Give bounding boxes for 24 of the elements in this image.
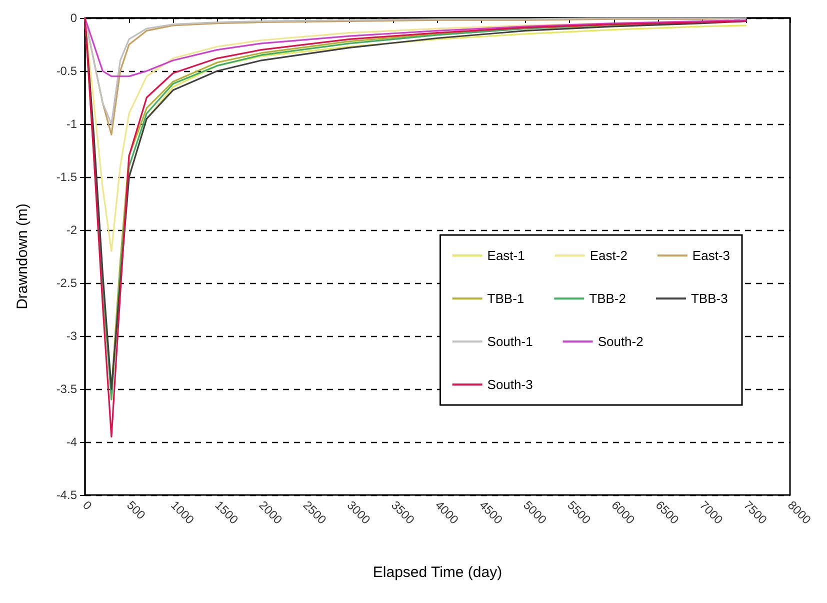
y-tick-label: -2 — [66, 223, 78, 237]
legend-label: TBB-3 — [690, 291, 728, 306]
x-tick-label: 0 — [80, 498, 95, 513]
legend-label: South-1 — [487, 334, 533, 349]
y-axis-title: Drawndown (m) — [14, 204, 31, 310]
legend-label: South-2 — [598, 334, 644, 349]
y-tick-label: -3 — [66, 329, 78, 343]
legend-label: TBB-1 — [487, 291, 524, 306]
y-tick-label: -1.5 — [56, 170, 78, 184]
y-tick-label: -4 — [66, 435, 78, 449]
legend-label: TBB-2 — [589, 291, 626, 306]
x-tick-label: 500 — [124, 498, 148, 522]
y-tick-label: 0 — [70, 11, 78, 25]
y-tick-label: -3.5 — [56, 382, 78, 396]
legend-label: South-3 — [487, 377, 533, 392]
x-axis-title: Elapsed Time (day) — [372, 564, 502, 581]
legend-label: East-1 — [487, 248, 525, 263]
y-tick-label: -2.5 — [56, 276, 78, 290]
y-tick-label: -4.5 — [56, 488, 78, 502]
y-tick-label: -1 — [66, 117, 78, 131]
line-series — [84, 17, 747, 78]
y-tick-label: -0.5 — [56, 64, 78, 78]
legend-label: East-3 — [692, 248, 730, 263]
legend-label: East-2 — [590, 248, 628, 263]
